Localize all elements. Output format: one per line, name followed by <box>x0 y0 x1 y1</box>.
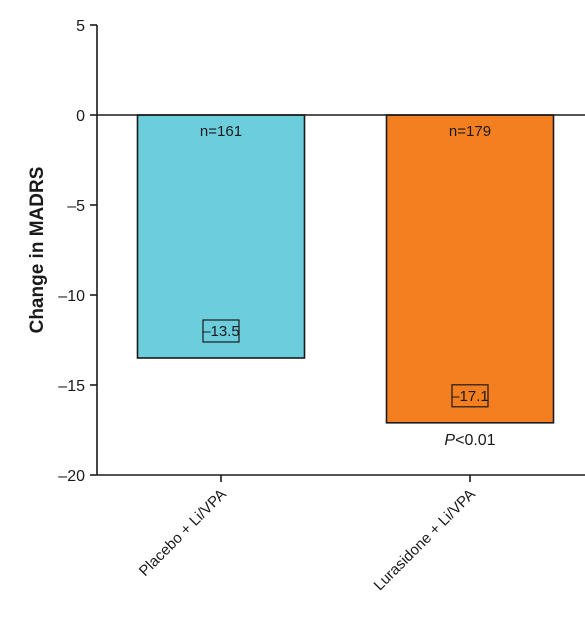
y-tick-label: –5 <box>67 198 85 215</box>
y-tick-label: 0 <box>76 108 85 125</box>
bar <box>136 114 306 359</box>
y-axis-title: Change in MADRS <box>27 167 48 334</box>
y-tick-label: –20 <box>58 468 85 485</box>
x-category-label: Lurasidone + Li/VPA <box>371 486 479 594</box>
bar-labels: n=161 –13.5 n=179 –17.1 <box>200 123 491 408</box>
value-label: –17.1 <box>451 388 489 405</box>
value-label-box <box>202 319 240 343</box>
y-axis: 5 0 –5 –10 –15 –20 <box>58 18 98 485</box>
x-category-label: Placebo + Li/VPA <box>136 486 230 580</box>
p-value-annotation: P<0.01 <box>444 432 495 449</box>
n-label: n=161 <box>200 123 242 140</box>
value-label-box <box>451 384 489 408</box>
y-tick-label: 5 <box>76 18 85 35</box>
y-tick-label: –10 <box>58 288 85 305</box>
p-value-italic: P <box>444 432 455 449</box>
y-tick-label: –15 <box>58 378 85 395</box>
value-label: –13.5 <box>202 323 240 340</box>
bar <box>385 114 555 424</box>
n-label: n=179 <box>449 123 491 140</box>
p-value-rest: <0.01 <box>455 432 496 449</box>
bars <box>136 114 555 424</box>
